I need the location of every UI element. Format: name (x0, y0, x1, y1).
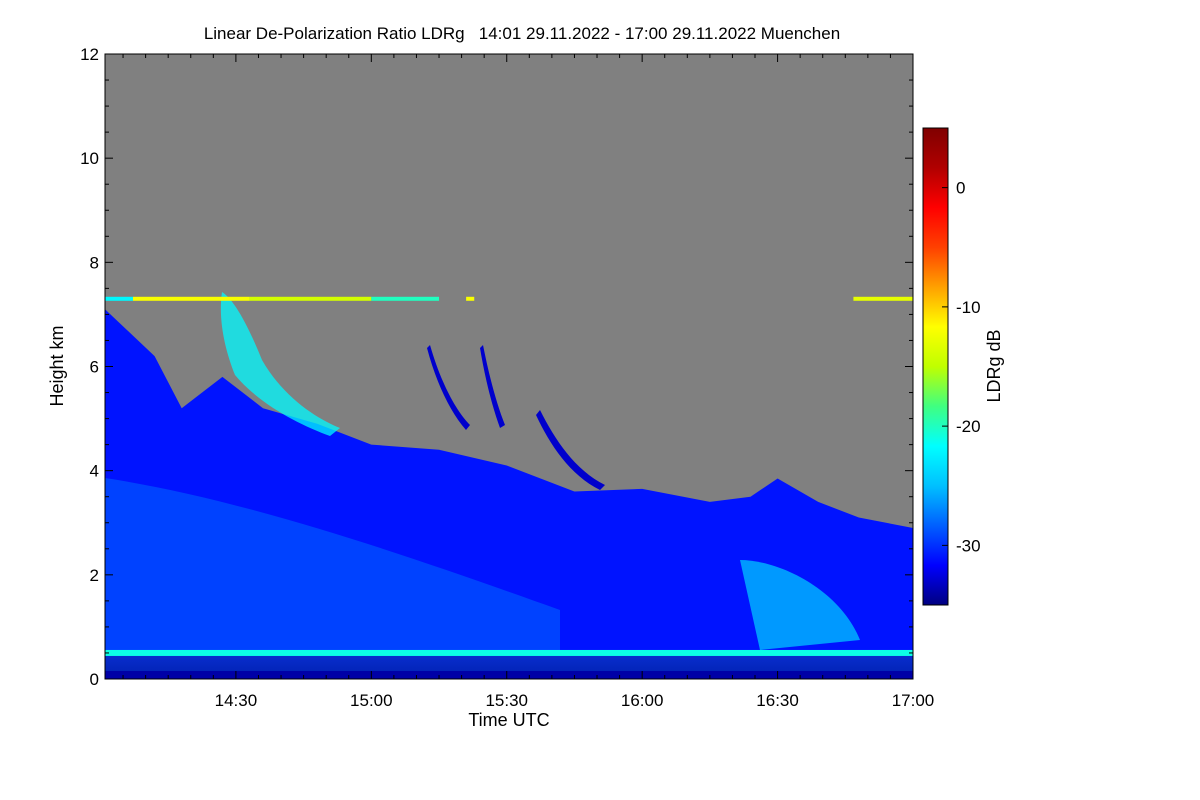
colorbar-scale (922, 127, 949, 606)
cirrus-segment-4 (371, 296, 440, 301)
colorbar-tick-label: 0 (956, 179, 965, 198)
cirrus-segment-5 (466, 296, 475, 301)
colorbar-tick-label: -30 (956, 536, 981, 555)
dark-streak-1 (480, 345, 505, 428)
plot-area (105, 54, 913, 679)
x-tick-label: 16:30 (756, 691, 799, 710)
cirrus-segment-3 (249, 296, 372, 301)
chart-title: Linear De-Polarization Ratio LDRg 14:01 … (204, 24, 840, 43)
x-axis: 14:30 15:00 15:30 16:00 16:30 17:00 (122, 54, 935, 710)
x-tick-label: 15:30 (485, 691, 528, 710)
fall-streak (220, 292, 340, 436)
x-tick-label: 16:00 (621, 691, 664, 710)
y-tick-label: 0 (90, 670, 99, 689)
y-tick-label: 4 (90, 462, 99, 481)
y-axis-label: Height km (47, 325, 67, 406)
colorbar-label: LDRg dB (984, 329, 1004, 402)
y-tick-label: 10 (80, 149, 99, 168)
lower-ldr-band (105, 478, 560, 660)
x-tick-label: 14:30 (215, 691, 258, 710)
colorbar-tick-label: -20 (956, 417, 981, 436)
x-axis-label: Time UTC (468, 710, 549, 730)
colorbar-tick-label: -10 (956, 298, 981, 317)
y-tick-label: 12 (80, 45, 99, 64)
dark-streak-2 (536, 410, 605, 490)
colorbar: 0 -10 -20 -30 (922, 127, 981, 606)
cirrus-segment-2 (132, 296, 250, 301)
y-tick-label: 6 (90, 358, 99, 377)
near-ground-band (105, 671, 913, 679)
y-tick-label: 8 (90, 253, 99, 272)
aerosol-patch (740, 560, 860, 650)
cirrus-segment-1 (105, 296, 133, 301)
x-tick-label: 15:00 (350, 691, 393, 710)
dark-streak-3 (427, 345, 470, 430)
y-axis: 0 2 4 6 8 10 12 (80, 45, 913, 689)
y-tick-label: 2 (90, 566, 99, 585)
cirrus-segment-6 (853, 296, 913, 301)
boundary-layer-line (105, 649, 913, 656)
x-tick-label: 17:00 (892, 691, 935, 710)
